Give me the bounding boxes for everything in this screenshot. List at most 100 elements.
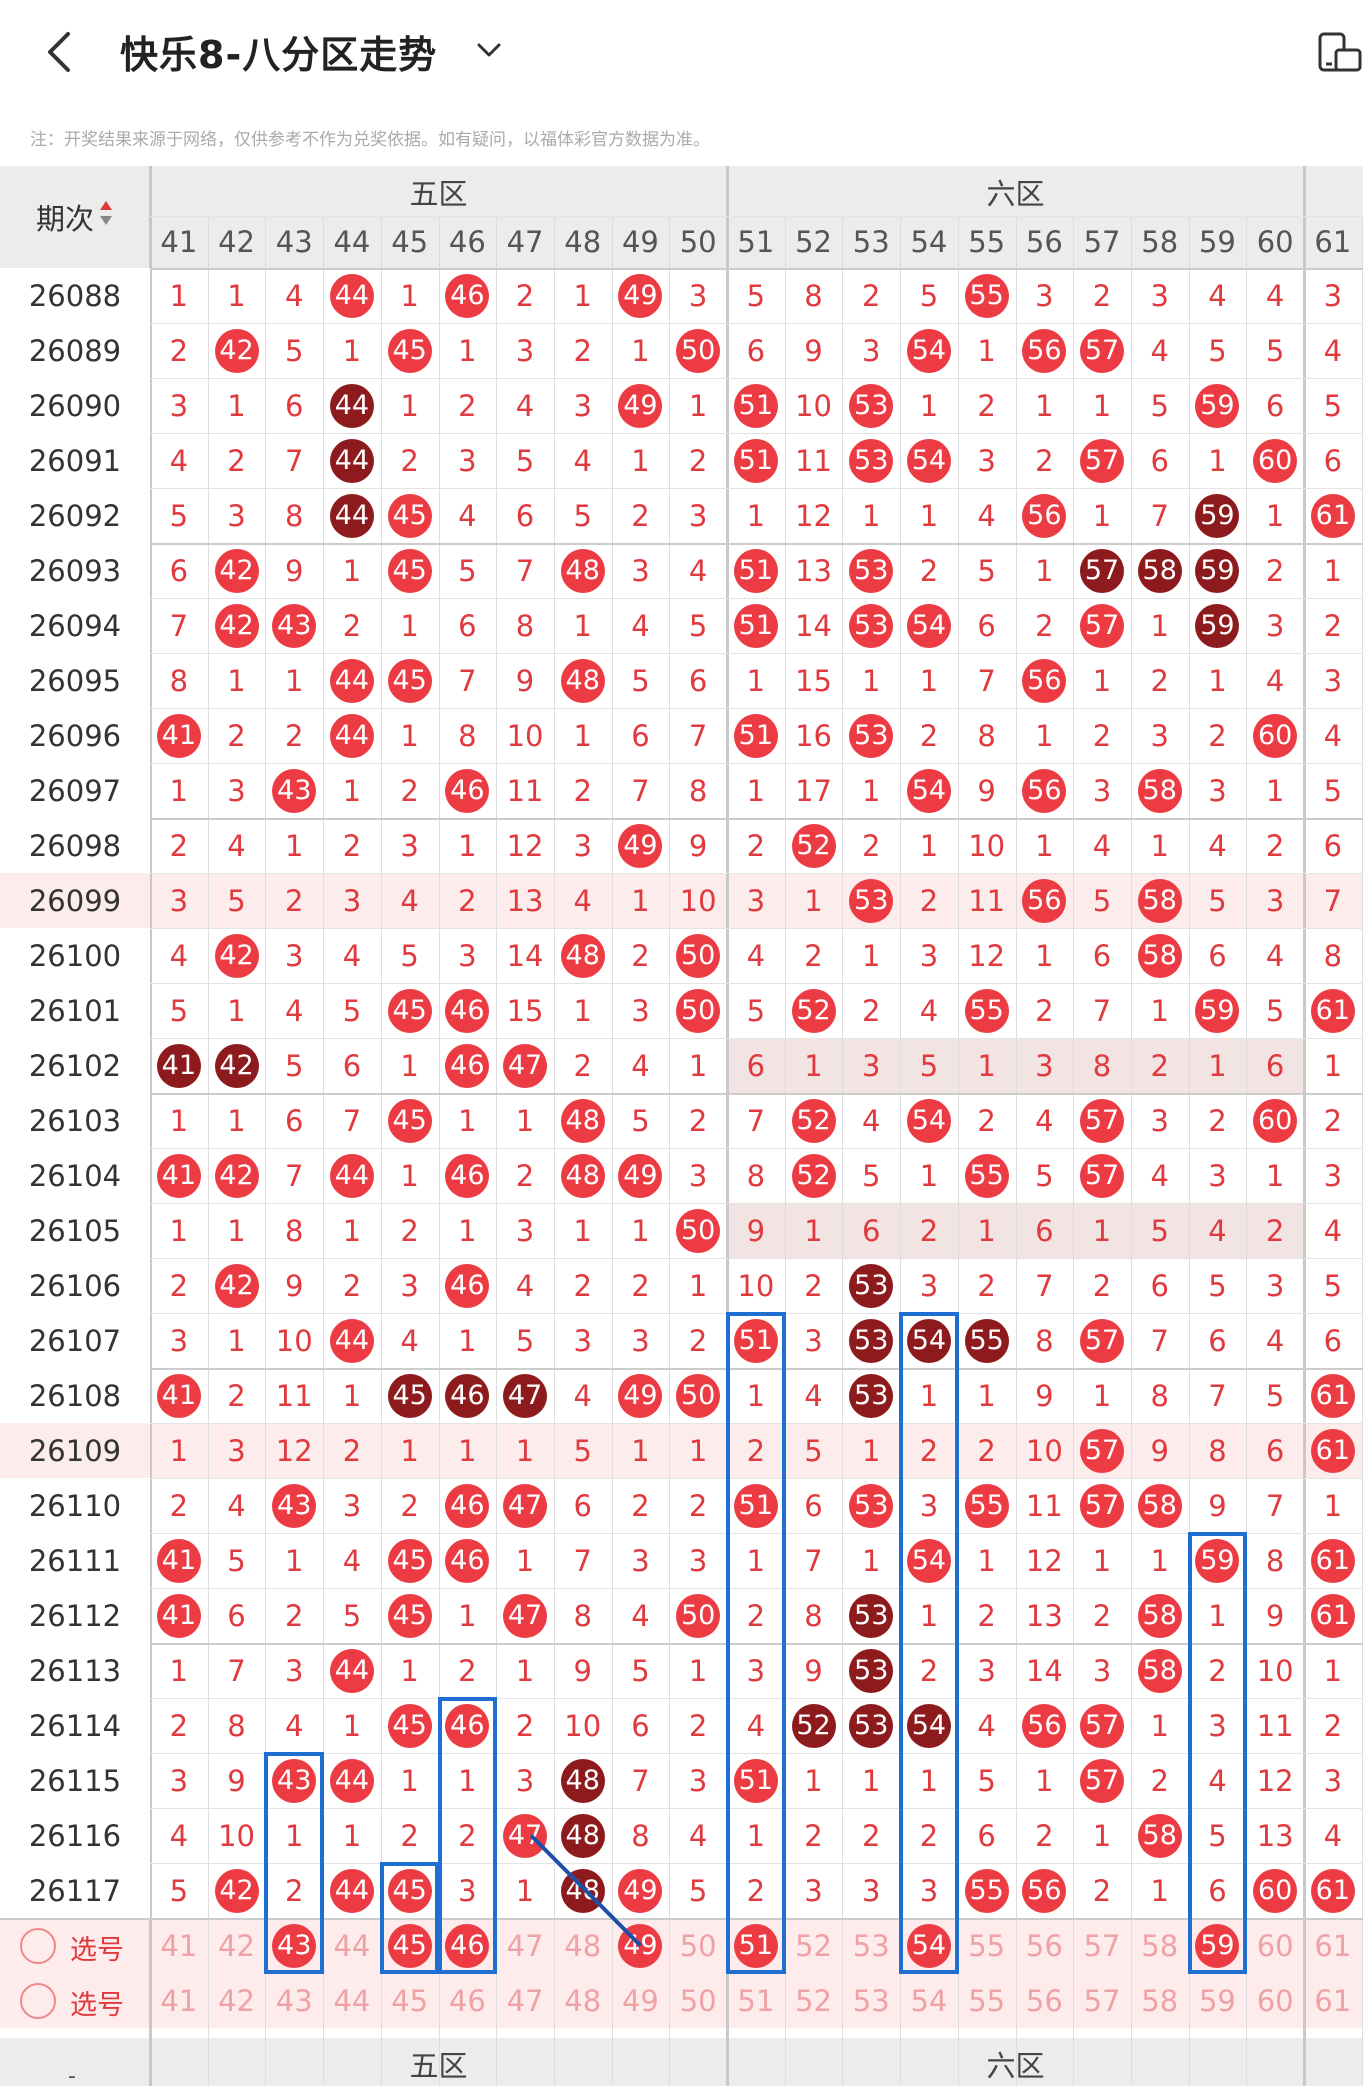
trend-cell[interactable]: 2 [688,1488,708,1523]
trend-cell[interactable]: 6 [169,553,189,588]
trend-cell[interactable]: 5 [1208,883,1227,918]
trend-cell[interactable]: 1 [862,663,881,698]
trend-cell[interactable]: 1 [458,828,477,863]
trend-cell[interactable]: 41 [150,1533,208,1588]
trend-cell[interactable]: 3 [1265,608,1285,643]
trend-cell[interactable]: 43 [265,1753,323,1808]
select-number-cell[interactable]: 43 [265,1918,323,1973]
trend-cell[interactable]: 46 [439,763,497,818]
trend-cell[interactable]: 6 [1208,1873,1227,1908]
select-number-cell[interactable]: 58 [1141,1928,1179,1963]
trend-cell[interactable]: 1 [1150,1873,1169,1908]
trend-cell[interactable]: 1 [573,608,592,643]
trend-cell[interactable]: 2 [1208,718,1227,753]
trend-cell[interactable]: 2 [1208,1103,1227,1138]
trend-cell[interactable]: 53 [842,1478,900,1533]
trend-cell[interactable]: 50 [669,1203,727,1258]
trend-cell[interactable]: 1 [746,773,766,808]
trend-cell[interactable]: 2 [1035,1818,1054,1853]
trend-cell[interactable]: 4 [1323,718,1343,753]
select-number-cell[interactable]: 42 [218,1983,255,2018]
trend-cell[interactable]: 47 [496,1478,554,1533]
trend-cell[interactable]: 9 [688,828,708,863]
trend-cell[interactable]: 52 [785,1093,843,1148]
trend-cell[interactable]: 7 [1092,993,1112,1028]
trend-cell[interactable]: 1 [285,828,304,863]
trend-cell[interactable]: 1 [515,1653,535,1688]
select-number-cell[interactable]: 47 [506,1983,544,2018]
trend-cell[interactable]: 45 [381,1368,439,1423]
trend-cell[interactable]: 53 [842,1643,900,1698]
trend-cell[interactable]: 3 [1323,278,1343,313]
select-row-label[interactable]: 选号 [70,1990,124,2021]
trend-cell[interactable]: 1 [342,1213,362,1248]
trend-cell[interactable]: 1 [342,1818,362,1853]
trend-cell[interactable]: 5 [1208,1268,1227,1303]
trend-cell[interactable]: 1 [400,1048,419,1083]
trend-cell[interactable]: 57 [1073,433,1131,488]
trend-cell[interactable]: 1 [169,278,189,313]
trend-cell[interactable]: 51 [727,708,785,763]
trend-cell[interactable]: 3 [1323,1158,1343,1193]
select-number-cell[interactable]: 61 [1314,1928,1352,1963]
page-title[interactable]: 快乐8-八分区走势 [120,33,438,77]
trend-cell[interactable]: 7 [342,1103,362,1138]
trend-cell[interactable]: 4 [400,1323,419,1358]
trend-cell[interactable]: 1 [977,1048,996,1083]
trend-cell[interactable]: 2 [169,828,189,863]
trend-cell[interactable]: 51 [727,1313,785,1368]
trend-cell[interactable]: 50 [669,323,727,378]
trend-cell[interactable]: 8 [1150,1378,1169,1413]
trend-cell[interactable]: 3 [688,278,708,313]
trend-cell[interactable]: 3 [688,1158,708,1193]
trend-cell[interactable]: 1 [573,278,592,313]
trend-cell[interactable]: 13 [795,553,832,588]
trend-cell[interactable]: 1 [458,1323,477,1358]
trend-cell[interactable]: 52 [785,983,843,1038]
trend-cell[interactable]: 1 [400,1653,419,1688]
trend-cell[interactable]: 1 [862,1543,881,1578]
select-number-cell[interactable]: 51 [737,1983,775,2018]
trend-cell[interactable]: 1 [804,1763,823,1798]
trend-cell[interactable]: 7 [688,718,708,753]
trend-cell[interactable]: 4 [804,1378,823,1413]
trend-cell[interactable]: 2 [573,1048,592,1083]
trend-cell[interactable]: 6 [1323,1323,1343,1358]
trend-cell[interactable]: 53 [842,873,900,928]
trend-cell[interactable]: 46 [439,983,497,1038]
trend-cell[interactable]: 1 [631,443,650,478]
trend-cell[interactable]: 3 [1208,1158,1227,1193]
trend-cell[interactable]: 1 [227,663,246,698]
trend-cell[interactable]: 3 [342,1488,362,1523]
trend-cell[interactable]: 61 [1304,1863,1362,1918]
trend-cell[interactable]: 3 [1150,1103,1169,1138]
trend-cell[interactable]: 8 [169,663,189,698]
trend-cell[interactable]: 8 [1265,1543,1285,1578]
select-number-cell[interactable]: 51 [727,1918,785,1973]
trend-cell[interactable]: 5 [1092,883,1112,918]
select-number-cell[interactable]: 46 [439,1918,497,1973]
trend-cell[interactable]: 58 [1131,543,1189,598]
trend-cell[interactable]: 56 [1016,653,1074,708]
trend-cell[interactable]: 5 [862,1158,881,1193]
trend-cell[interactable]: 1 [285,1543,304,1578]
trend-cell[interactable]: 59 [1189,598,1247,653]
trend-cell[interactable]: 2 [919,1433,939,1468]
trend-cell[interactable]: 11 [506,773,544,808]
trend-cell[interactable]: 1 [919,828,939,863]
trend-cell[interactable]: 41 [150,708,208,763]
trend-cell[interactable]: 4 [169,1818,189,1853]
trend-cell[interactable]: 46 [439,1368,497,1423]
trend-cell[interactable]: 3 [169,1323,189,1358]
trend-cell[interactable]: 54 [900,433,958,488]
trend-cell[interactable]: 1 [285,1818,304,1853]
trend-cell[interactable]: 4 [631,1048,650,1083]
trend-cell[interactable]: 3 [1035,1048,1054,1083]
trend-cell[interactable]: 45 [381,1093,439,1148]
select-number-cell[interactable]: 58 [1141,1983,1179,2018]
trend-cell[interactable]: 53 [842,378,900,433]
trend-cell[interactable]: 11 [795,443,832,478]
trend-cell[interactable]: 2 [169,1488,189,1523]
trend-cell[interactable]: 8 [1208,1433,1227,1468]
trend-cell[interactable]: 5 [804,1433,823,1468]
